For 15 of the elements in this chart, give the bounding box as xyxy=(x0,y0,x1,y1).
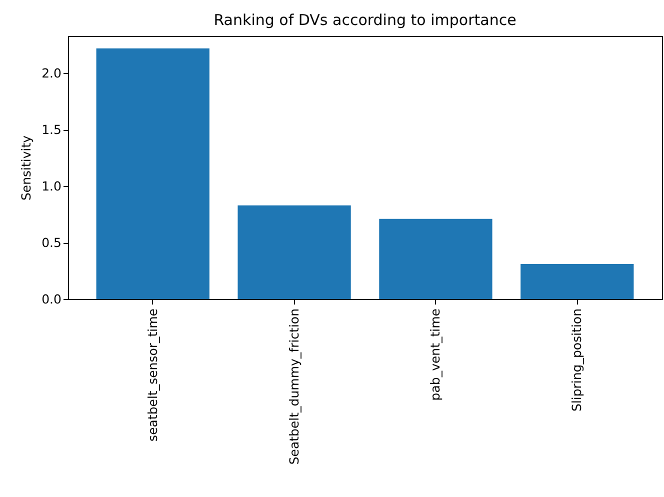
y-axis-title: Sensitivity xyxy=(18,134,34,201)
y-tick-label: 2.0 xyxy=(42,66,62,81)
x-tick-label: seatbelt_sensor_time xyxy=(144,308,160,442)
x-tick-label: pab_vent_time xyxy=(428,308,443,401)
bar xyxy=(379,218,492,299)
bar xyxy=(520,264,634,299)
bar xyxy=(96,48,210,299)
x-tick-label: Slipring_position xyxy=(569,308,584,412)
bar xyxy=(238,205,351,299)
y-tick-label: 1.0 xyxy=(42,178,62,194)
x-tick-label: Seatbelt_dummy_friction xyxy=(286,308,302,465)
chart-title: Ranking of DVs according to importance xyxy=(214,11,516,29)
y-tick-label: 0.5 xyxy=(42,235,62,250)
y-tick-label: 0.0 xyxy=(42,292,62,306)
y-tick-label: 1.5 xyxy=(42,122,62,138)
